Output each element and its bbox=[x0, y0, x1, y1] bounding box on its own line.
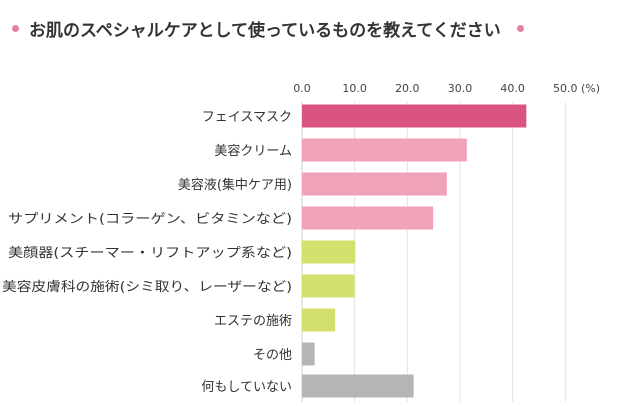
title-dot-left bbox=[12, 25, 19, 32]
bar bbox=[302, 138, 467, 162]
x-tick-label: 50.0 bbox=[553, 82, 578, 95]
bar bbox=[302, 274, 355, 298]
category-label: 何もしていない bbox=[201, 379, 292, 395]
unit-label: (%) bbox=[581, 82, 600, 95]
bar bbox=[302, 308, 336, 332]
bar bbox=[302, 374, 414, 398]
bar bbox=[302, 342, 315, 366]
x-tick-label: 40.0 bbox=[500, 82, 525, 95]
category-label: 美容クリーム bbox=[214, 143, 292, 159]
category-label: フェイスマスク bbox=[202, 110, 292, 125]
x-tick-label: 0.0 bbox=[293, 82, 311, 95]
x-tick-label: 30.0 bbox=[448, 82, 473, 95]
title-dot-right bbox=[516, 25, 524, 32]
bar bbox=[302, 104, 527, 128]
chart-title-row: お肌のスペシャルケアとして使っているものを教えてください bbox=[0, 16, 600, 41]
category-label: 美容液(集中ケア用) bbox=[178, 177, 292, 193]
bar bbox=[302, 206, 434, 230]
x-tick-label: 10.0 bbox=[342, 82, 367, 95]
category-label: その他 bbox=[253, 348, 292, 363]
category-label: 美顔器(スチーマー・リフトアップ系など) bbox=[8, 246, 292, 261]
bar bbox=[302, 172, 447, 196]
chart-title: お肌のスペシャルケアとして使っているものを教えてください bbox=[29, 21, 501, 41]
category-label: 美容皮膚科の施術(シミ取り、レーザーなど) bbox=[2, 279, 292, 295]
bar bbox=[302, 240, 356, 264]
category-label: エステの施術 bbox=[214, 314, 292, 329]
x-tick-label: 20.0 bbox=[395, 82, 420, 95]
category-label: サプリメント(コラーゲン、ビタミンなど) bbox=[8, 212, 292, 227]
